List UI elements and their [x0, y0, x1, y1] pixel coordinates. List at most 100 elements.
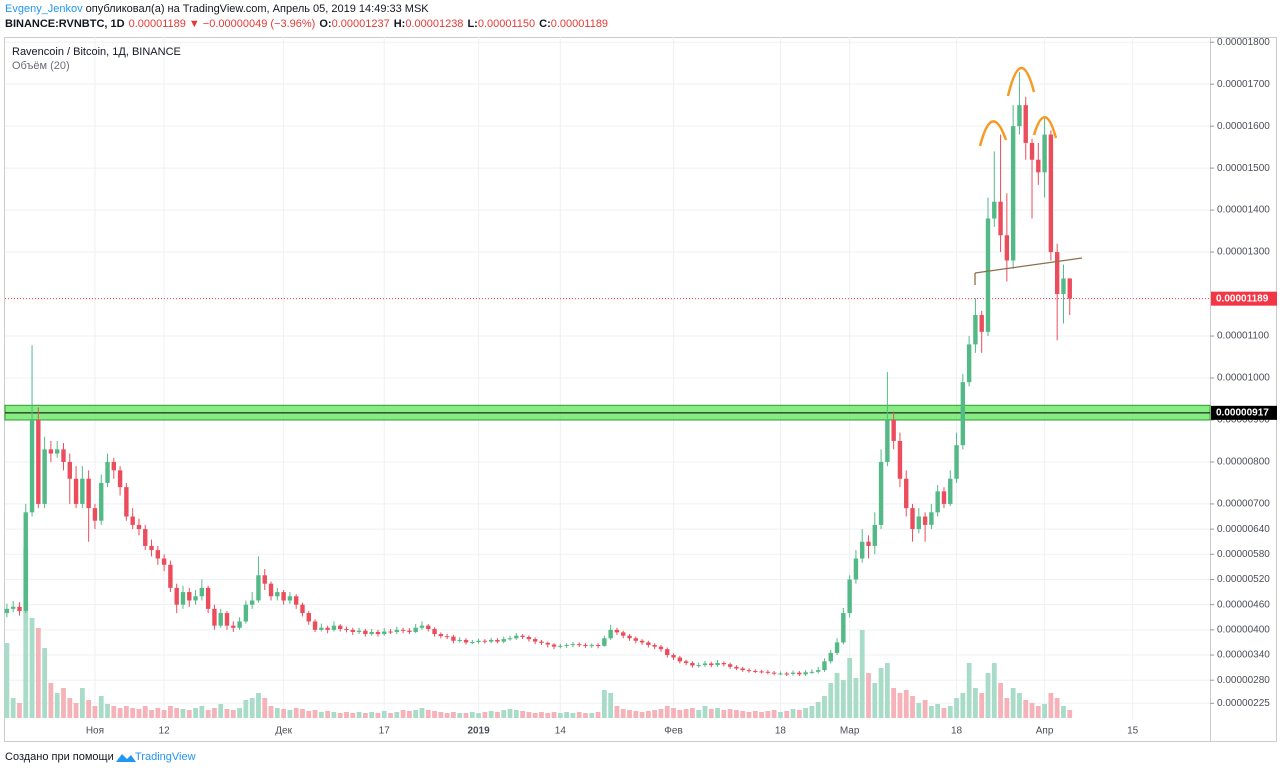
volume-bar [501, 710, 507, 718]
volume-bar [111, 706, 117, 718]
candle-body [860, 541, 865, 559]
volume-bar [388, 713, 393, 718]
logo [116, 754, 136, 762]
candle-body [1061, 278, 1066, 295]
y-tick-label: 0.00001000 [1217, 373, 1270, 384]
candle-body [734, 666, 739, 669]
candle-body [545, 642, 550, 645]
author[interactable]: Evgeny_Jenkov [5, 3, 83, 15]
volume-bar [86, 700, 92, 718]
x-tick-label: 2019 [467, 726, 490, 737]
candle-body [753, 670, 758, 672]
candle-body [746, 670, 752, 672]
volume-bar [991, 663, 997, 718]
candle-body [897, 440, 903, 479]
volume-bar [507, 709, 513, 718]
volume-bar [683, 709, 689, 718]
volume-bar [941, 708, 947, 718]
volume-bar [444, 713, 450, 718]
candle-body [815, 670, 821, 672]
volume-bar [853, 678, 859, 718]
y-tick-label: 0.00000280 [1217, 675, 1270, 686]
ohlc-key: O: [319, 18, 331, 30]
volume-bar [224, 709, 230, 718]
volume-bar [759, 712, 764, 718]
candle-body [1029, 142, 1035, 160]
volume-bar [671, 708, 676, 718]
candle-body [570, 644, 576, 646]
x-tick-label: 15 [1127, 726, 1139, 737]
price-tag-label: 0.00001189 [1216, 293, 1269, 304]
volume-bar [526, 712, 532, 718]
volume-bar [897, 693, 903, 718]
candle-body [1010, 126, 1016, 261]
candle-body [155, 550, 161, 559]
candle-body [790, 672, 796, 674]
volume-bar [180, 709, 186, 718]
candle-body [124, 487, 129, 517]
indicator-label: Объём (20) [12, 60, 70, 72]
volume-bar [740, 711, 746, 718]
frame [4, 37, 1277, 742]
candle-body [356, 630, 362, 632]
candle-body [48, 449, 54, 454]
candle-body [463, 639, 469, 643]
candle-body [1017, 105, 1022, 127]
volume-bar [696, 710, 702, 718]
volume-bar [564, 712, 570, 718]
candle-body [331, 625, 337, 630]
candle-body [338, 625, 343, 630]
x-tick-label: Дек [275, 726, 292, 737]
symbol: BINANCE:RVNBTC, 1D [5, 18, 125, 30]
volume-bar [230, 710, 236, 718]
candle-body [878, 461, 884, 525]
volume-bar [394, 712, 400, 718]
candle-body [702, 663, 708, 666]
x-tick-label: Апр [1036, 726, 1054, 737]
volume-bar [350, 713, 356, 718]
candle-body [61, 449, 66, 462]
chart-title: Ravencoin / Bitcoin, 1Д, BINANCE [12, 46, 181, 58]
volume-bar [935, 704, 941, 718]
volume-bar [356, 712, 362, 718]
volume-bar [928, 706, 934, 718]
ohlc-key: C: [539, 18, 551, 30]
volume-bar [1054, 698, 1060, 718]
candle-body [929, 512, 934, 525]
candle-body [539, 641, 544, 643]
y-tick-label: 0.00001100 [1217, 331, 1270, 342]
arrow: ▼ [189, 18, 200, 30]
candle-body [658, 646, 664, 650]
volume-bar [539, 712, 544, 718]
volume-bar [576, 712, 582, 718]
candle-body [187, 592, 192, 601]
volume-bar [620, 709, 626, 718]
candle-body [935, 491, 940, 513]
volume-bar [708, 709, 714, 718]
candle-body [784, 673, 789, 675]
volume-bar [243, 700, 249, 718]
candle-body [910, 508, 915, 530]
candle-body [885, 419, 890, 462]
y-tick-label: 0.00000900 [1217, 415, 1270, 426]
candle-body [369, 631, 374, 635]
volume-bar [690, 708, 695, 718]
footer-brand[interactable]: TradingView [135, 751, 196, 763]
candle-body [281, 592, 286, 601]
candle-body [413, 627, 418, 632]
candle-body [960, 382, 966, 446]
volume-bar [256, 693, 261, 718]
neckline [974, 257, 1083, 274]
volume-bar [960, 693, 966, 718]
volume-bar [715, 708, 720, 718]
candle-body [602, 638, 607, 646]
candle-body [998, 201, 1003, 236]
candle-body [375, 631, 381, 635]
candle-body [495, 639, 500, 642]
volume-bar [645, 711, 651, 718]
candle-body [1054, 252, 1060, 295]
candle-body [564, 644, 569, 646]
volume-bar [809, 706, 815, 718]
candle-body [105, 461, 110, 483]
candle-body [300, 604, 305, 614]
